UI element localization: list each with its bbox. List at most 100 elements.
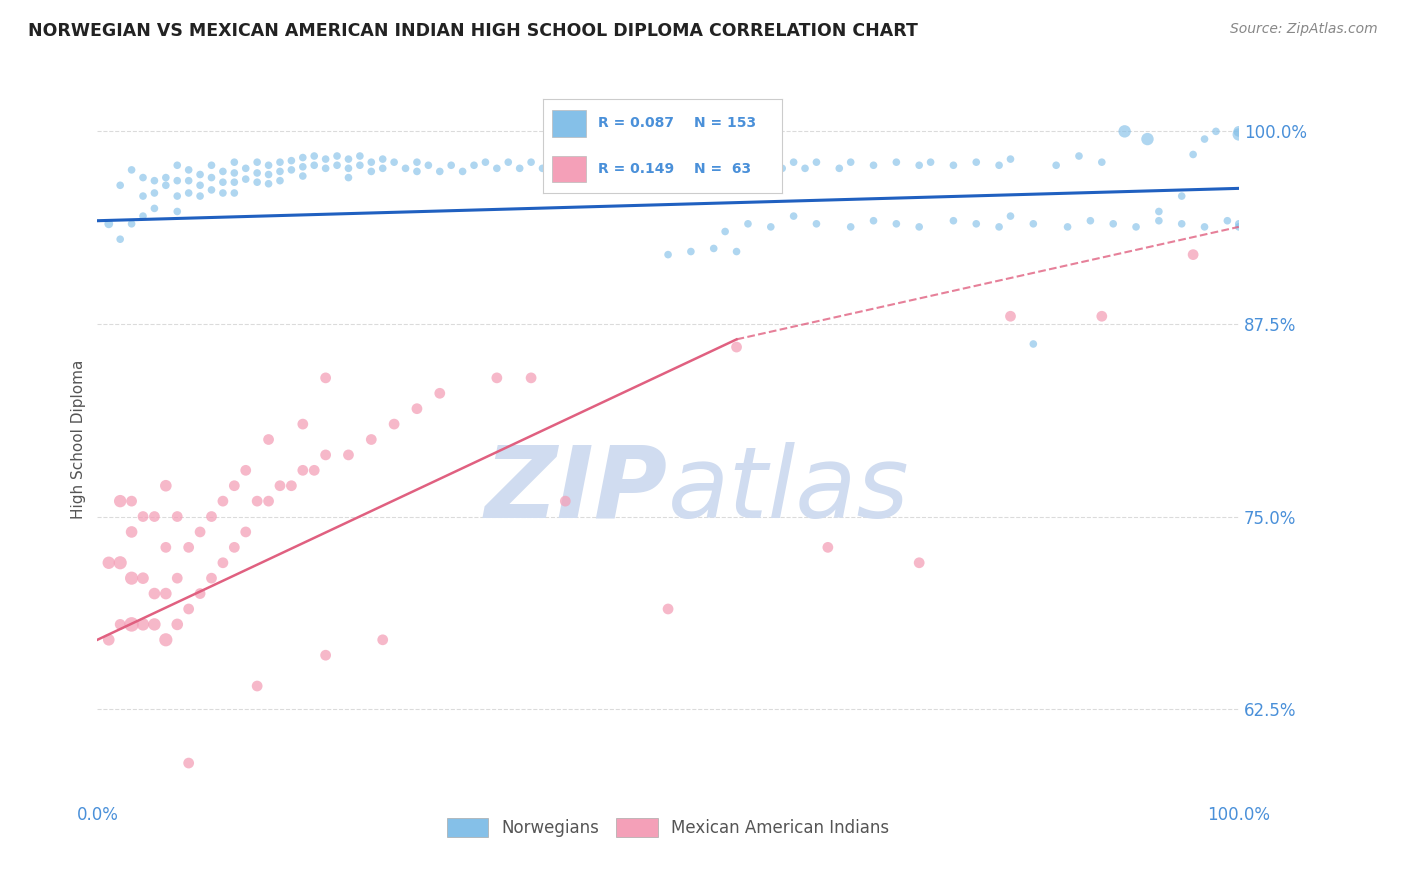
Point bbox=[371, 632, 394, 647]
Legend: Norwegians, Mexican American Indians: Norwegians, Mexican American Indians bbox=[440, 812, 896, 844]
Point bbox=[302, 158, 325, 172]
Point bbox=[143, 509, 166, 524]
Point bbox=[382, 417, 405, 431]
Point bbox=[302, 463, 325, 477]
Point bbox=[988, 158, 1011, 172]
Point bbox=[806, 217, 828, 231]
Point bbox=[1091, 155, 1114, 169]
Point bbox=[212, 175, 235, 189]
Point bbox=[166, 174, 188, 188]
Point bbox=[212, 494, 235, 508]
Point bbox=[623, 164, 645, 178]
Point bbox=[714, 225, 737, 239]
Point bbox=[235, 524, 257, 539]
Point bbox=[657, 161, 679, 176]
Point bbox=[886, 155, 908, 169]
Point bbox=[360, 433, 382, 447]
Text: Source: ZipAtlas.com: Source: ZipAtlas.com bbox=[1230, 22, 1378, 37]
Point bbox=[132, 571, 155, 585]
Point bbox=[224, 155, 246, 169]
Point bbox=[212, 164, 235, 178]
Point bbox=[121, 162, 143, 177]
Point bbox=[337, 152, 360, 166]
Text: NORWEGIAN VS MEXICAN AMERICAN INDIAN HIGH SCHOOL DIPLOMA CORRELATION CHART: NORWEGIAN VS MEXICAN AMERICAN INDIAN HIG… bbox=[28, 22, 918, 40]
Text: ZIP: ZIP bbox=[485, 442, 668, 539]
Point bbox=[1227, 217, 1250, 231]
Point bbox=[224, 186, 246, 200]
Point bbox=[166, 158, 188, 172]
Text: atlas: atlas bbox=[668, 442, 910, 539]
Point bbox=[1125, 219, 1147, 234]
Point bbox=[725, 244, 748, 259]
Y-axis label: High School Diploma: High School Diploma bbox=[72, 359, 86, 519]
Point bbox=[337, 161, 360, 176]
Point bbox=[326, 149, 349, 163]
Point bbox=[315, 161, 337, 176]
Point bbox=[1194, 132, 1216, 146]
Point bbox=[315, 448, 337, 462]
Point bbox=[291, 169, 314, 183]
Point bbox=[908, 219, 931, 234]
Point bbox=[703, 242, 725, 256]
Point bbox=[543, 158, 565, 172]
Point bbox=[155, 632, 177, 647]
Point bbox=[886, 217, 908, 231]
Point bbox=[1067, 149, 1090, 163]
Point bbox=[1045, 158, 1067, 172]
Point bbox=[576, 164, 599, 178]
Point bbox=[1227, 124, 1250, 138]
Point bbox=[121, 217, 143, 231]
Point bbox=[269, 174, 291, 188]
Point bbox=[224, 479, 246, 493]
Point bbox=[291, 417, 314, 431]
Point bbox=[965, 155, 987, 169]
Point bbox=[371, 161, 394, 176]
Point bbox=[188, 168, 211, 182]
Point bbox=[155, 170, 177, 185]
Point bbox=[440, 158, 463, 172]
Point bbox=[612, 158, 634, 172]
Point bbox=[291, 151, 314, 165]
Point bbox=[235, 161, 257, 176]
Point bbox=[121, 494, 143, 508]
Point bbox=[817, 541, 839, 555]
Point bbox=[360, 155, 382, 169]
Point bbox=[1000, 152, 1022, 166]
Point bbox=[224, 175, 246, 189]
Point bbox=[155, 586, 177, 600]
Point bbox=[657, 247, 679, 261]
Point bbox=[806, 155, 828, 169]
Point bbox=[155, 479, 177, 493]
Point bbox=[496, 155, 519, 169]
Point bbox=[155, 541, 177, 555]
Point bbox=[200, 183, 222, 197]
Point bbox=[1227, 219, 1250, 234]
Point bbox=[520, 371, 543, 385]
Point bbox=[474, 155, 496, 169]
Point bbox=[360, 164, 382, 178]
Point bbox=[246, 175, 269, 189]
Point bbox=[737, 217, 759, 231]
Point bbox=[337, 448, 360, 462]
Point bbox=[132, 617, 155, 632]
Point bbox=[748, 161, 770, 176]
Point bbox=[108, 494, 131, 508]
Point bbox=[406, 164, 429, 178]
Point bbox=[143, 586, 166, 600]
Point bbox=[862, 158, 884, 172]
Point bbox=[97, 217, 120, 231]
Point bbox=[143, 202, 166, 216]
Point bbox=[429, 164, 451, 178]
Point bbox=[394, 161, 416, 176]
Point bbox=[97, 556, 120, 570]
Point bbox=[759, 155, 782, 169]
Point bbox=[166, 204, 188, 219]
Point bbox=[485, 161, 508, 176]
Point bbox=[485, 371, 508, 385]
Point bbox=[1170, 189, 1192, 203]
Point bbox=[280, 162, 302, 177]
Point bbox=[315, 371, 337, 385]
Point bbox=[600, 164, 623, 178]
Point bbox=[200, 571, 222, 585]
Point bbox=[269, 164, 291, 178]
